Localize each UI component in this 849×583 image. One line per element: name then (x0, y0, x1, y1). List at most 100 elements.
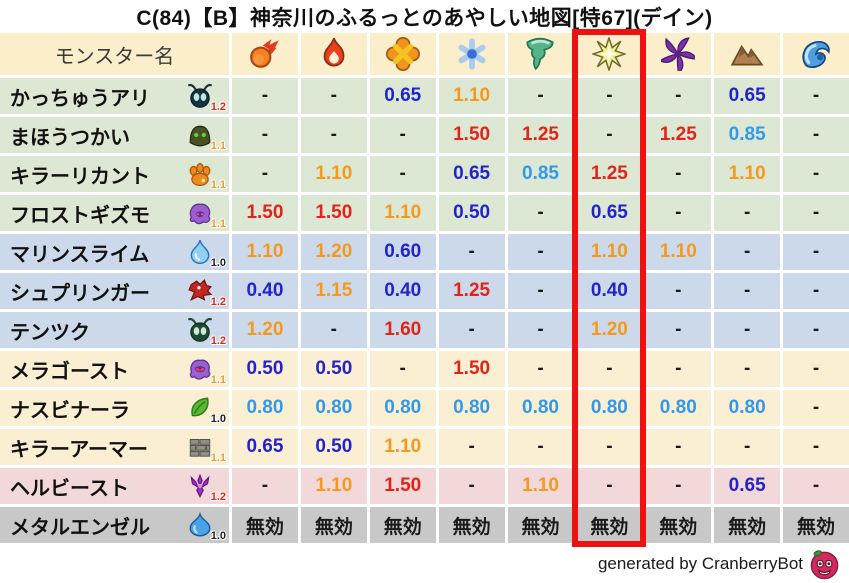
value-cell-r11-c6: - (576, 468, 643, 504)
value-cell-r11-c9: - (783, 468, 849, 504)
value-cell-r12-c6: 無効 (576, 507, 643, 543)
value-cell-r3-c4: 0.65 (438, 156, 505, 192)
monster-multiplier: 1.0 (210, 257, 226, 269)
monster-name-cell: キラーアーマー 1.1 (0, 429, 229, 465)
value-cell-r2-c1: - (232, 117, 298, 153)
value-cell-r7-c1: 1.20 (232, 312, 298, 348)
monster-multiplier: 1.2 (210, 101, 226, 113)
value-cell-r3-c8: 1.10 (714, 156, 781, 192)
value-cell-r6-c6: 0.40 (576, 273, 643, 309)
value-cell-r2-c3: - (369, 117, 436, 153)
monster-name-label: ナスビナーラ (10, 399, 130, 422)
monster-multiplier: 1.1 (210, 140, 226, 152)
value-cell-r1-c4: 1.10 (438, 78, 505, 114)
value-cell-r12-c3: 無効 (369, 507, 436, 543)
value-cell-r10-c6: - (576, 429, 643, 465)
value-cell-r8-c5: - (507, 351, 574, 387)
value-cell-r1-c2: - (300, 78, 367, 114)
monster-multiplier: 1.2 (210, 335, 226, 347)
value-cell-r8-c8: - (714, 351, 781, 387)
value-cell-r5-c6: 1.10 (576, 234, 643, 270)
value-cell-r1-c3: 0.65 (369, 78, 436, 114)
droplet-icon: 1.0 (187, 239, 226, 269)
column-header-element-4 (438, 33, 505, 75)
tornado-icon (523, 37, 557, 71)
value-cell-r5-c9: - (783, 234, 849, 270)
monster-name-cell: キラーリカント 1.1 (0, 156, 229, 192)
value-cell-r2-c6: - (576, 117, 643, 153)
value-cell-r12-c9: 無効 (783, 507, 849, 543)
value-cell-r6-c2: 1.15 (300, 273, 367, 309)
value-cell-r7-c8: - (714, 312, 781, 348)
value-cell-r8-c1: 0.50 (232, 351, 298, 387)
value-cell-r1-c6: - (576, 78, 643, 114)
monster-name-cell: ヘルビースト 1.2 (0, 468, 229, 504)
monster-name-label: メタルエンゼル (10, 516, 150, 539)
value-cell-r2-c7: 1.25 (645, 117, 712, 153)
monster-name-label: まほうつかい (10, 126, 130, 149)
monster-name-label: キラーアーマー (10, 438, 148, 461)
monster-name-cell: ナスビナーラ 1.0 (0, 390, 229, 426)
column-header-element-9 (783, 33, 849, 75)
explosion-icon (385, 37, 420, 71)
value-cell-r2-c2: - (300, 117, 367, 153)
value-cell-r5-c7: 1.10 (645, 234, 712, 270)
value-cell-r5-c4: - (438, 234, 505, 270)
value-cell-r9-c1: 0.80 (232, 390, 298, 426)
value-cell-r9-c9: - (783, 390, 849, 426)
value-cell-r12-c1: 無効 (232, 507, 298, 543)
value-cell-r8-c4: 1.50 (438, 351, 505, 387)
monster-name-label: シュプリンガー (10, 282, 150, 305)
value-cell-r10-c1: 0.65 (232, 429, 298, 465)
value-cell-r10-c9: - (783, 429, 849, 465)
monster-multiplier: 1.1 (210, 218, 226, 230)
value-cell-r12-c8: 無効 (714, 507, 781, 543)
value-cell-r7-c7: - (645, 312, 712, 348)
value-cell-r4-c1: 1.50 (232, 195, 298, 231)
value-cell-r12-c7: 無効 (645, 507, 712, 543)
value-cell-r1-c5: - (507, 78, 574, 114)
value-cell-r11-c3: 1.50 (369, 468, 436, 504)
value-cell-r4-c9: - (783, 195, 849, 231)
value-cell-r6-c7: - (645, 273, 712, 309)
value-cell-r3-c7: - (645, 156, 712, 192)
frost-gizmo-icon: 1.1 (187, 200, 226, 230)
column-header-element-5 (507, 33, 574, 75)
value-cell-r9-c7: 0.80 (645, 390, 712, 426)
snowflake-icon (455, 37, 489, 71)
value-cell-r3-c3: - (369, 156, 436, 192)
column-header-monster-name: モンスター名 (0, 33, 229, 75)
value-cell-r3-c6: 1.25 (576, 156, 643, 192)
value-cell-r6-c9: - (783, 273, 849, 309)
value-cell-r11-c5: 1.10 (507, 468, 574, 504)
value-cell-r3-c1: - (232, 156, 298, 192)
slime-icon: 1.0 (187, 512, 226, 542)
page-title: C(84)【B】神奈川のふるっとのあやしい地図[特67](デイン) (136, 7, 713, 30)
monster-name-cell: メラゴースト 1.1 (0, 351, 229, 387)
value-cell-r4-c3: 1.10 (369, 195, 436, 231)
value-cell-r8-c6: - (576, 351, 643, 387)
column-header-element-7 (645, 33, 712, 75)
footer-credit: generated by CranberryBot (597, 553, 803, 573)
monster-multiplier: 1.2 (210, 296, 226, 308)
trident-icon: 1.2 (187, 473, 226, 503)
value-cell-r12-c2: 無効 (300, 507, 367, 543)
value-cell-r11-c1: - (232, 468, 298, 504)
paw-icon: 1.1 (187, 161, 226, 191)
value-cell-r5-c2: 1.20 (300, 234, 367, 270)
value-cell-r5-c1: 1.10 (232, 234, 298, 270)
monster-name-cell: かっちゅうアリ 1.2 (0, 78, 229, 114)
value-cell-r1-c1: - (232, 78, 298, 114)
value-cell-r6-c1: 0.40 (232, 273, 298, 309)
monster-name-cell: メタルエンゼル 1.0 (0, 507, 229, 543)
value-cell-r12-c5: 無効 (507, 507, 574, 543)
pinwheel-icon (661, 37, 696, 71)
mage-icon: 1.1 (187, 122, 226, 152)
value-cell-r3-c9: - (783, 156, 849, 192)
monster-name-cell: フロストギズモ 1.1 (0, 195, 229, 231)
value-cell-r1-c8: 0.65 (714, 78, 781, 114)
column-header-element-2 (300, 33, 367, 75)
monster-name-cell: マリンスライム 1.0 (0, 234, 229, 270)
value-cell-r11-c8: 0.65 (714, 468, 781, 504)
monster-multiplier: 1.2 (210, 491, 226, 503)
